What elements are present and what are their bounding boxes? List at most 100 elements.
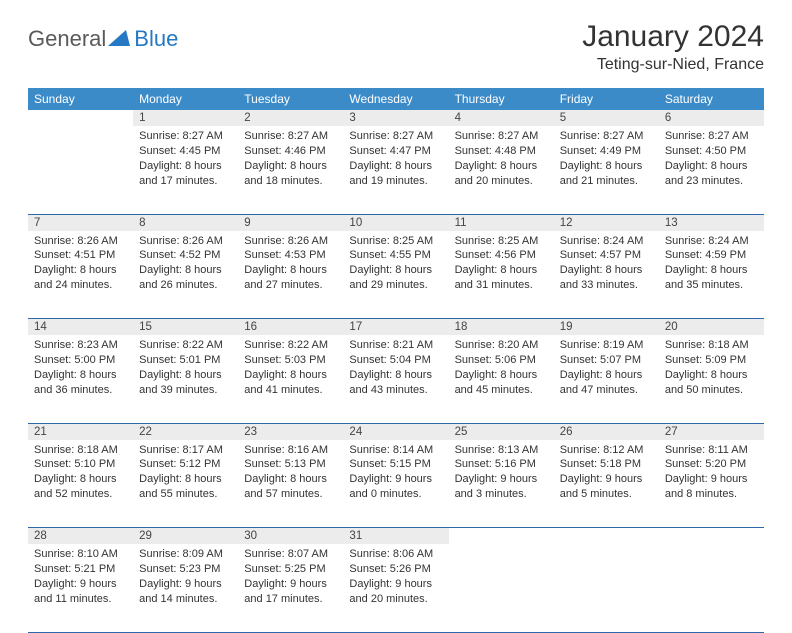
day-cell: Sunrise: 8:17 AMSunset: 5:12 PMDaylight:… [133, 440, 238, 528]
daylight-line: Daylight: 8 hours and 36 minutes. [34, 368, 127, 398]
day-number: 22 [133, 423, 238, 440]
day-number: 2 [238, 110, 343, 126]
day-number: 16 [238, 319, 343, 336]
daylight-line: Daylight: 9 hours and 14 minutes. [139, 577, 232, 607]
day-cell [28, 126, 133, 214]
day-number: 5 [554, 110, 659, 126]
daylight-line: Daylight: 9 hours and 11 minutes. [34, 577, 127, 607]
sunrise-line: Sunrise: 8:27 AM [139, 129, 232, 144]
weekday-header: Tuesday [238, 88, 343, 110]
sunrise-line: Sunrise: 8:09 AM [139, 547, 232, 562]
day-number: 4 [449, 110, 554, 126]
day-cell: Sunrise: 8:07 AMSunset: 5:25 PMDaylight:… [238, 544, 343, 632]
sunset-line: Sunset: 5:26 PM [349, 562, 442, 577]
day-cell: Sunrise: 8:26 AMSunset: 4:52 PMDaylight:… [133, 231, 238, 319]
day-number: 21 [28, 423, 133, 440]
daylight-line: Daylight: 9 hours and 20 minutes. [349, 577, 442, 607]
weekday-header: Friday [554, 88, 659, 110]
daylight-line: Daylight: 8 hours and 27 minutes. [244, 263, 337, 293]
sunset-line: Sunset: 4:52 PM [139, 248, 232, 263]
weekday-header: Saturday [659, 88, 764, 110]
day-cell: Sunrise: 8:27 AMSunset: 4:47 PMDaylight:… [343, 126, 448, 214]
sunrise-line: Sunrise: 8:22 AM [244, 338, 337, 353]
weekday-header: Sunday [28, 88, 133, 110]
day-cell: Sunrise: 8:27 AMSunset: 4:50 PMDaylight:… [659, 126, 764, 214]
daylight-line: Daylight: 8 hours and 21 minutes. [560, 159, 653, 189]
sunrise-line: Sunrise: 8:19 AM [560, 338, 653, 353]
day-number-row: 14151617181920 [28, 319, 764, 336]
day-cell: Sunrise: 8:06 AMSunset: 5:26 PMDaylight:… [343, 544, 448, 632]
sunset-line: Sunset: 5:04 PM [349, 353, 442, 368]
sunset-line: Sunset: 5:25 PM [244, 562, 337, 577]
day-number: 23 [238, 423, 343, 440]
sunset-line: Sunset: 4:50 PM [665, 144, 758, 159]
day-number: 10 [343, 214, 448, 231]
sunrise-line: Sunrise: 8:27 AM [560, 129, 653, 144]
day-number: 30 [238, 528, 343, 545]
sunset-line: Sunset: 4:49 PM [560, 144, 653, 159]
daylight-line: Daylight: 8 hours and 35 minutes. [665, 263, 758, 293]
sunset-line: Sunset: 5:21 PM [34, 562, 127, 577]
day-content-row: Sunrise: 8:18 AMSunset: 5:10 PMDaylight:… [28, 440, 764, 528]
day-number: 29 [133, 528, 238, 545]
day-number: 6 [659, 110, 764, 126]
sunrise-line: Sunrise: 8:10 AM [34, 547, 127, 562]
sunset-line: Sunset: 4:47 PM [349, 144, 442, 159]
daylight-line: Daylight: 8 hours and 43 minutes. [349, 368, 442, 398]
day-cell: Sunrise: 8:10 AMSunset: 5:21 PMDaylight:… [28, 544, 133, 632]
day-number: 11 [449, 214, 554, 231]
day-number: 20 [659, 319, 764, 336]
sunrise-line: Sunrise: 8:14 AM [349, 443, 442, 458]
sunset-line: Sunset: 5:20 PM [665, 457, 758, 472]
sunset-line: Sunset: 5:09 PM [665, 353, 758, 368]
sunset-line: Sunset: 4:59 PM [665, 248, 758, 263]
day-number: 28 [28, 528, 133, 545]
day-number-row: 78910111213 [28, 214, 764, 231]
daylight-line: Daylight: 8 hours and 45 minutes. [455, 368, 548, 398]
day-number: 8 [133, 214, 238, 231]
sunset-line: Sunset: 4:46 PM [244, 144, 337, 159]
day-cell: Sunrise: 8:22 AMSunset: 5:03 PMDaylight:… [238, 335, 343, 423]
sunrise-line: Sunrise: 8:12 AM [560, 443, 653, 458]
day-number: 14 [28, 319, 133, 336]
day-number: 13 [659, 214, 764, 231]
sunset-line: Sunset: 5:07 PM [560, 353, 653, 368]
day-number [554, 528, 659, 545]
sunset-line: Sunset: 5:16 PM [455, 457, 548, 472]
sunset-line: Sunset: 5:06 PM [455, 353, 548, 368]
day-cell: Sunrise: 8:23 AMSunset: 5:00 PMDaylight:… [28, 335, 133, 423]
sunrise-line: Sunrise: 8:22 AM [139, 338, 232, 353]
daylight-line: Daylight: 8 hours and 19 minutes. [349, 159, 442, 189]
daylight-line: Daylight: 9 hours and 0 minutes. [349, 472, 442, 502]
day-content-row: Sunrise: 8:23 AMSunset: 5:00 PMDaylight:… [28, 335, 764, 423]
logo-text-blue: Blue [134, 26, 178, 52]
daylight-line: Daylight: 9 hours and 17 minutes. [244, 577, 337, 607]
location-label: Teting-sur-Nied, France [582, 56, 764, 74]
daylight-line: Daylight: 9 hours and 5 minutes. [560, 472, 653, 502]
day-number [659, 528, 764, 545]
day-cell: Sunrise: 8:20 AMSunset: 5:06 PMDaylight:… [449, 335, 554, 423]
sunrise-line: Sunrise: 8:17 AM [139, 443, 232, 458]
daylight-line: Daylight: 8 hours and 41 minutes. [244, 368, 337, 398]
day-cell: Sunrise: 8:24 AMSunset: 4:57 PMDaylight:… [554, 231, 659, 319]
day-cell [659, 544, 764, 632]
day-cell: Sunrise: 8:09 AMSunset: 5:23 PMDaylight:… [133, 544, 238, 632]
sunset-line: Sunset: 4:45 PM [139, 144, 232, 159]
daylight-line: Daylight: 9 hours and 8 minutes. [665, 472, 758, 502]
sunrise-line: Sunrise: 8:24 AM [665, 234, 758, 249]
day-cell: Sunrise: 8:16 AMSunset: 5:13 PMDaylight:… [238, 440, 343, 528]
daylight-line: Daylight: 8 hours and 29 minutes. [349, 263, 442, 293]
daylight-line: Daylight: 8 hours and 47 minutes. [560, 368, 653, 398]
daylight-line: Daylight: 9 hours and 3 minutes. [455, 472, 548, 502]
day-cell: Sunrise: 8:27 AMSunset: 4:45 PMDaylight:… [133, 126, 238, 214]
sunrise-line: Sunrise: 8:27 AM [455, 129, 548, 144]
daylight-line: Daylight: 8 hours and 23 minutes. [665, 159, 758, 189]
sunrise-line: Sunrise: 8:27 AM [244, 129, 337, 144]
sunrise-line: Sunrise: 8:07 AM [244, 547, 337, 562]
sunrise-line: Sunrise: 8:18 AM [34, 443, 127, 458]
day-number-row: 21222324252627 [28, 423, 764, 440]
day-number-row: 123456 [28, 110, 764, 126]
sunset-line: Sunset: 5:23 PM [139, 562, 232, 577]
logo: General Blue [28, 26, 178, 52]
day-cell: Sunrise: 8:27 AMSunset: 4:46 PMDaylight:… [238, 126, 343, 214]
